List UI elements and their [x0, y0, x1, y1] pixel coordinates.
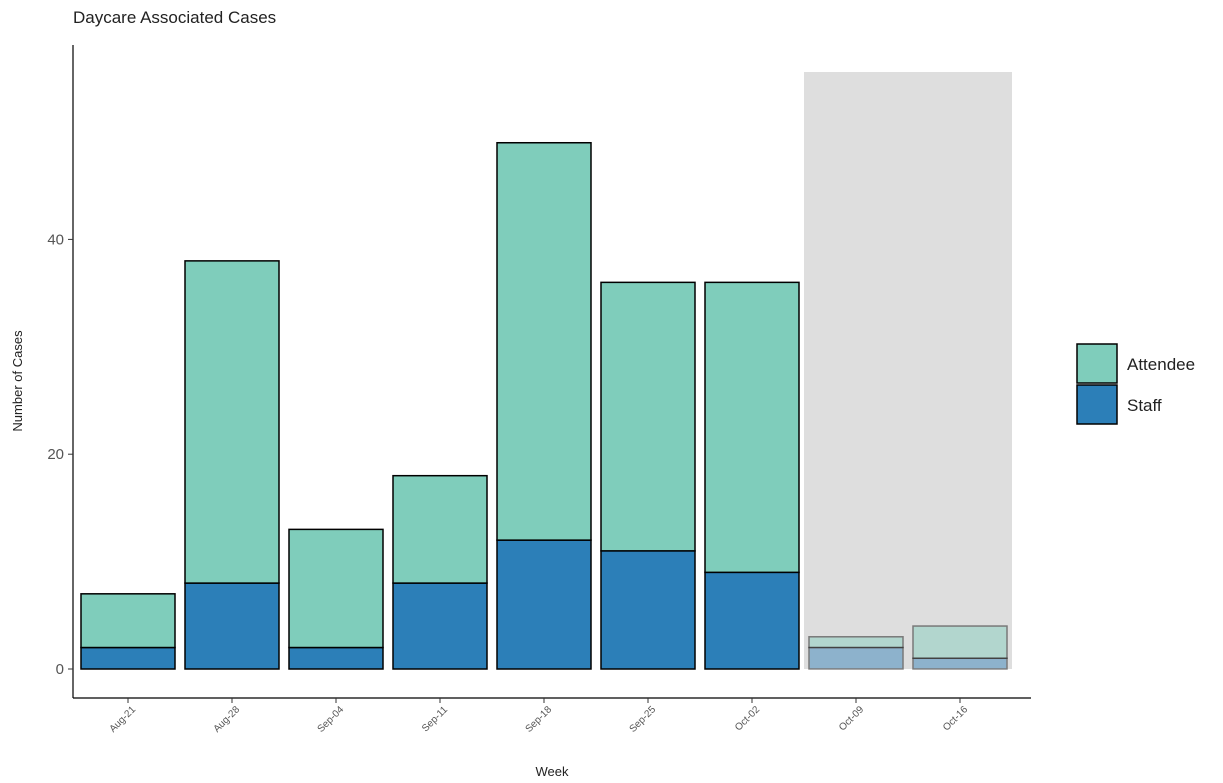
- bar-staff-sep-04: [288, 646, 384, 670]
- bar-attendee-oct-02: [704, 281, 800, 574]
- y-tick-label: 20: [47, 446, 64, 463]
- x-tick-label: Sep-18: [524, 704, 555, 735]
- bar-attendee-sep-25: [600, 281, 696, 552]
- y-axis-title: Number of Cases: [10, 330, 25, 432]
- bar-staff-sep-25: [600, 550, 696, 670]
- x-ticks: Aug-21 Aug-28 Sep-04 Sep-11 Sep-18 Sep-25 Oct-…: [108, 698, 970, 735]
- x-tick-label: Aug-21: [108, 704, 139, 735]
- chart-title: Daycare Associated Cases: [73, 8, 276, 27]
- legend-label-staff: Staff: [1127, 396, 1162, 415]
- legend-swatch-staff: [1076, 384, 1118, 425]
- legend-swatch-attendee: [1076, 343, 1118, 384]
- bar-attendee-oct-09: [808, 636, 904, 649]
- bar-staff-oct-16: [912, 657, 1008, 670]
- x-axis-title: Week: [536, 764, 569, 779]
- y-ticks: 0 20 40: [47, 231, 73, 678]
- bar-attendee-aug-28: [184, 260, 280, 584]
- x-tick-label: Sep-04: [316, 704, 347, 735]
- legend: Attendee Staff: [1076, 343, 1195, 425]
- legend-label-attendee: Attendee: [1127, 355, 1195, 374]
- shaded-region-rect: [804, 72, 1012, 669]
- y-tick-label: 40: [47, 231, 64, 248]
- bar-attendee-sep-11: [392, 474, 488, 584]
- shaded-region: [804, 72, 1012, 669]
- bars: [80, 141, 1008, 670]
- bar-attendee-sep-18: [496, 141, 592, 541]
- bar-staff-oct-02: [704, 571, 800, 670]
- y-tick-label: 0: [56, 661, 64, 678]
- x-tick-label: Oct-09: [837, 704, 866, 733]
- x-tick-label: Oct-16: [941, 704, 970, 733]
- bar-attendee-aug-21: [80, 593, 176, 649]
- bar-staff-aug-21: [80, 646, 176, 670]
- bar-staff-sep-11: [392, 582, 488, 670]
- bar-staff-sep-18: [496, 539, 592, 670]
- x-tick-label: Oct-02: [733, 704, 762, 733]
- bar-staff-aug-28: [184, 582, 280, 670]
- x-tick-label: Aug-28: [212, 704, 243, 735]
- x-tick-label: Sep-25: [628, 704, 659, 735]
- bar-attendee-sep-04: [288, 528, 384, 649]
- bar-staff-oct-09: [808, 646, 904, 670]
- x-tick-label: Sep-11: [420, 704, 450, 734]
- bar-attendee-oct-16: [912, 625, 1008, 660]
